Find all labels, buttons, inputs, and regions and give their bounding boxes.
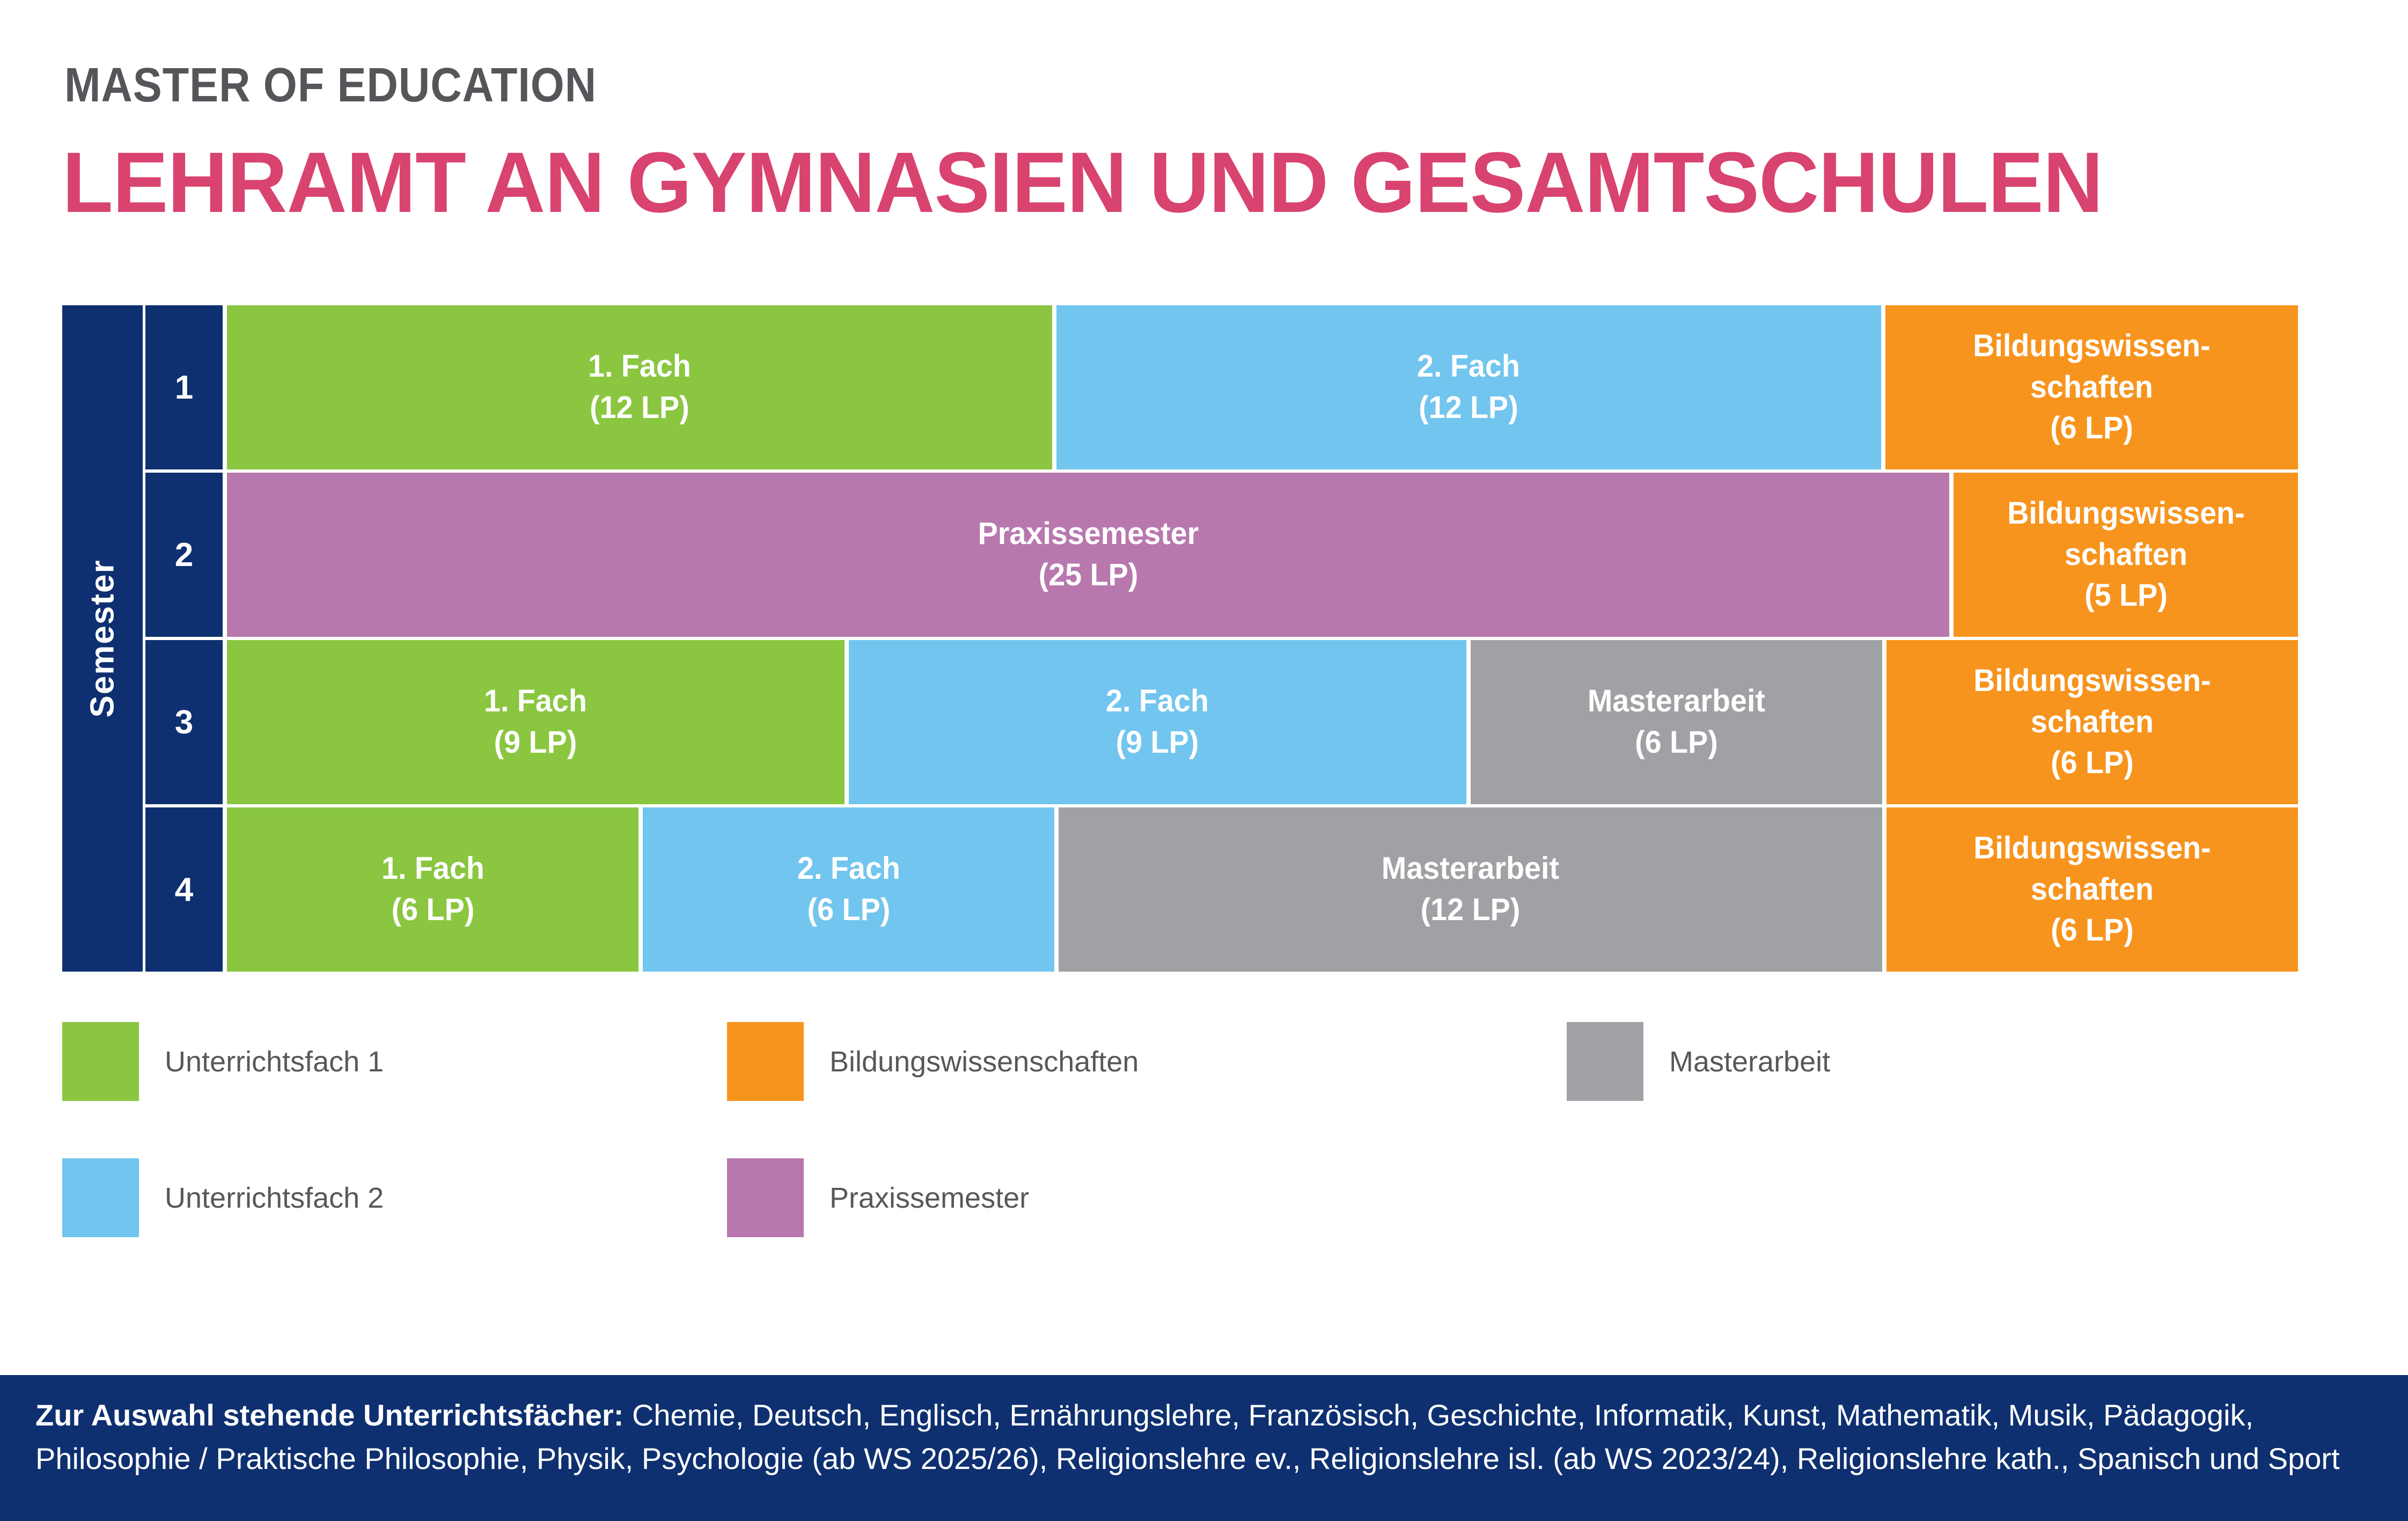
legend-item-bildungswissenschaften: Bildungswissenschaften	[727, 1022, 1139, 1101]
page-title: LEHRAMT AN GYMNASIEN UND GESAMTSCHULEN	[62, 134, 2103, 230]
legend-label: Bildungswissenschaften	[829, 1045, 1139, 1078]
legend-item-unterrichtsfach-1: Unterrichtsfach 1	[62, 1022, 384, 1101]
semester-number-1: 1	[145, 305, 223, 469]
semester-number-2: 2	[145, 473, 223, 637]
block-credits: (6 LP)	[2051, 913, 2134, 948]
semester-number-column: 1 2 3 4	[145, 305, 223, 972]
legend-label: Praxissemester	[829, 1181, 1030, 1214]
block-credits: (12 LP)	[589, 390, 689, 425]
block-credits: (25 LP)	[1038, 557, 1138, 592]
legend-swatch-masterarbeit	[1567, 1022, 1643, 1101]
block-credits: (9 LP)	[494, 725, 577, 760]
block-sem3-bildungswissenschaften: Bildungswissen- schaften (6 LP)	[1886, 640, 2298, 804]
legend-swatch-bildungswissenschaften	[727, 1022, 804, 1101]
block-sem4-fach2: 2. Fach (6 LP)	[643, 807, 1055, 972]
legend-column-3: Masterarbeit	[1567, 1022, 1830, 1158]
semester-row-2: Praxissemester (25 LP) Bildungswissen- s…	[227, 473, 2298, 637]
semester-row-3: 1. Fach (9 LP) 2. Fach (9 LP) Masterarbe…	[227, 640, 2298, 804]
block-title: 2. Fach	[1417, 349, 1521, 384]
block-credits: (9 LP)	[1115, 725, 1199, 760]
block-title: Masterarbeit	[1382, 851, 1560, 886]
legend-swatch-unterrichtsfach-2	[62, 1158, 139, 1237]
semester-plan-table: Semester 1 2 3 4 1. Fach (12 LP) 2. Fach	[62, 305, 2299, 972]
block-sem1-bildungswissenschaften: Bildungswissen- schaften (6 LP)	[1885, 305, 2298, 469]
semester-number-3: 3	[145, 640, 223, 804]
semester-axis-column: Semester	[62, 305, 143, 972]
block-title: 1. Fach	[588, 349, 691, 384]
block-sem4-fach1: 1. Fach (6 LP)	[227, 807, 639, 972]
legend-column-2: Bildungswissenschaften Praxissemester	[727, 1022, 1139, 1295]
block-sem4-bildungswissenschaften: Bildungswissen- schaften (6 LP)	[1886, 807, 2299, 972]
semester-row-4: 1. Fach (6 LP) 2. Fach (6 LP) Masterarbe…	[227, 807, 2299, 972]
semester-axis-label: Semester	[84, 559, 121, 718]
block-title: 2. Fach	[797, 851, 900, 886]
footer-intro: Zur Auswahl stehende Unterrichtsfächer:	[35, 1398, 624, 1432]
block-sem1-fach1: 1. Fach (12 LP)	[227, 305, 1052, 469]
block-credits: (6 LP)	[2051, 745, 2134, 781]
block-credits: (5 LP)	[2084, 578, 2168, 613]
block-credits: (12 LP)	[1420, 892, 1521, 927]
footer-subject-list: Chemie, Deutsch, Englisch, Ernährungsleh…	[35, 1398, 2340, 1476]
eyebrow-title: MASTER OF EDUCATION	[64, 58, 597, 112]
legend-label: Masterarbeit	[1669, 1045, 1831, 1078]
block-credits: (6 LP)	[807, 892, 891, 927]
block-credits: (6 LP)	[391, 892, 474, 927]
block-credits: (12 LP)	[1419, 390, 1519, 425]
block-sem3-fach1: 1. Fach (9 LP)	[227, 640, 845, 804]
block-credits: (6 LP)	[2050, 410, 2133, 446]
plan-rows: 1. Fach (12 LP) 2. Fach (12 LP) Bildungs…	[227, 305, 2299, 972]
block-title: Bildungswissen- schaften	[2007, 496, 2245, 572]
block-title: Bildungswissen- schaften	[1973, 663, 2211, 739]
block-title: Praxissemester	[978, 516, 1199, 552]
block-title: Bildungswissen- schaften	[1973, 328, 2211, 405]
semester-number-4: 4	[145, 807, 223, 972]
legend-label: Unterrichtsfach 2	[165, 1181, 384, 1214]
legend-label: Unterrichtsfach 1	[165, 1045, 384, 1078]
legend-item-praxissemester: Praxissemester	[727, 1158, 1139, 1237]
semester-row-1: 1. Fach (12 LP) 2. Fach (12 LP) Bildungs…	[227, 305, 2298, 469]
block-title: 1. Fach	[381, 851, 484, 886]
block-sem3-masterarbeit: Masterarbeit (6 LP)	[1470, 640, 1882, 804]
block-title: Bildungswissen- schaften	[1973, 831, 2211, 907]
legend-swatch-praxissemester	[727, 1158, 804, 1237]
footer-subjects-bar: Zur Auswahl stehende Unterrichtsfächer: …	[0, 1375, 2408, 1521]
legend-item-unterrichtsfach-2: Unterrichtsfach 2	[62, 1158, 384, 1237]
block-sem4-masterarbeit: Masterarbeit (12 LP)	[1059, 807, 1882, 972]
block-sem2-praxissemester: Praxissemester (25 LP)	[227, 473, 1949, 637]
block-sem3-fach2: 2. Fach (9 LP)	[848, 640, 1466, 804]
legend-swatch-unterrichtsfach-1	[62, 1022, 139, 1101]
legend-item-masterarbeit: Masterarbeit	[1567, 1022, 1830, 1101]
block-title: Masterarbeit	[1587, 684, 1765, 719]
block-title: 1. Fach	[484, 684, 588, 719]
block-title: 2. Fach	[1106, 684, 1209, 719]
block-sem1-fach2: 2. Fach (12 LP)	[1056, 305, 1882, 469]
block-sem2-bildungswissenschaften: Bildungswissen- schaften (5 LP)	[1954, 473, 2298, 637]
legend-column-1: Unterrichtsfach 1 Unterrichtsfach 2	[62, 1022, 384, 1295]
block-credits: (6 LP)	[1634, 725, 1718, 760]
